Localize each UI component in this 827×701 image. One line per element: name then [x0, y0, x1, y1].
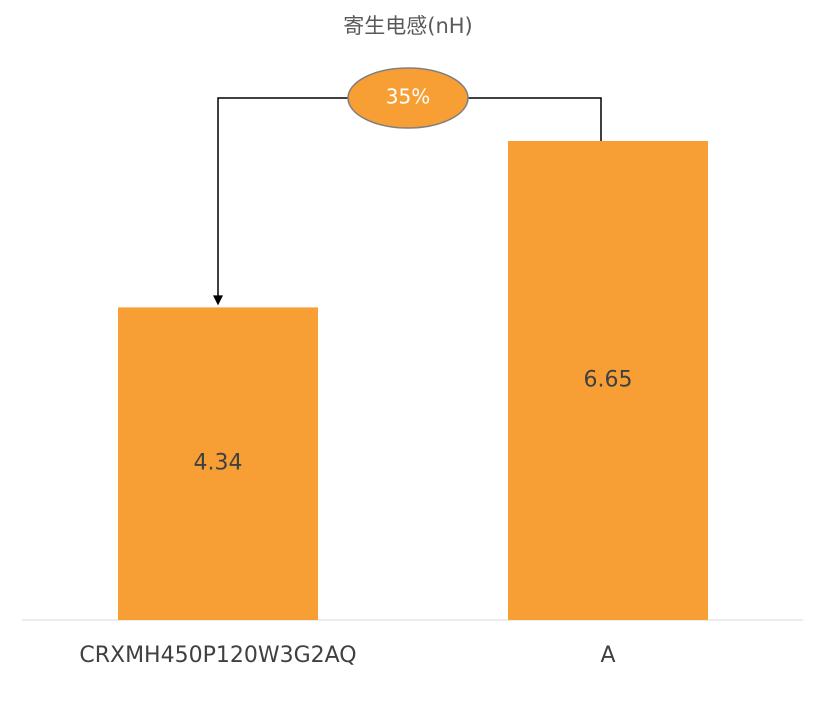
value-label: 6.65	[584, 368, 633, 393]
annotation: 35%	[386, 85, 430, 109]
annotation-bubble	[347, 67, 469, 129]
value-label: 4.34	[194, 451, 243, 476]
arrow-head	[213, 295, 223, 306]
chart-title: 寄生电感(nH)	[343, 14, 473, 38]
bar	[508, 141, 708, 620]
connector	[217, 97, 348, 298]
x-tick-label: CRXMH450P120W3G2AQ	[79, 643, 356, 668]
bar	[118, 307, 318, 620]
connector	[468, 97, 602, 141]
x-tick-label: A	[600, 643, 615, 668]
